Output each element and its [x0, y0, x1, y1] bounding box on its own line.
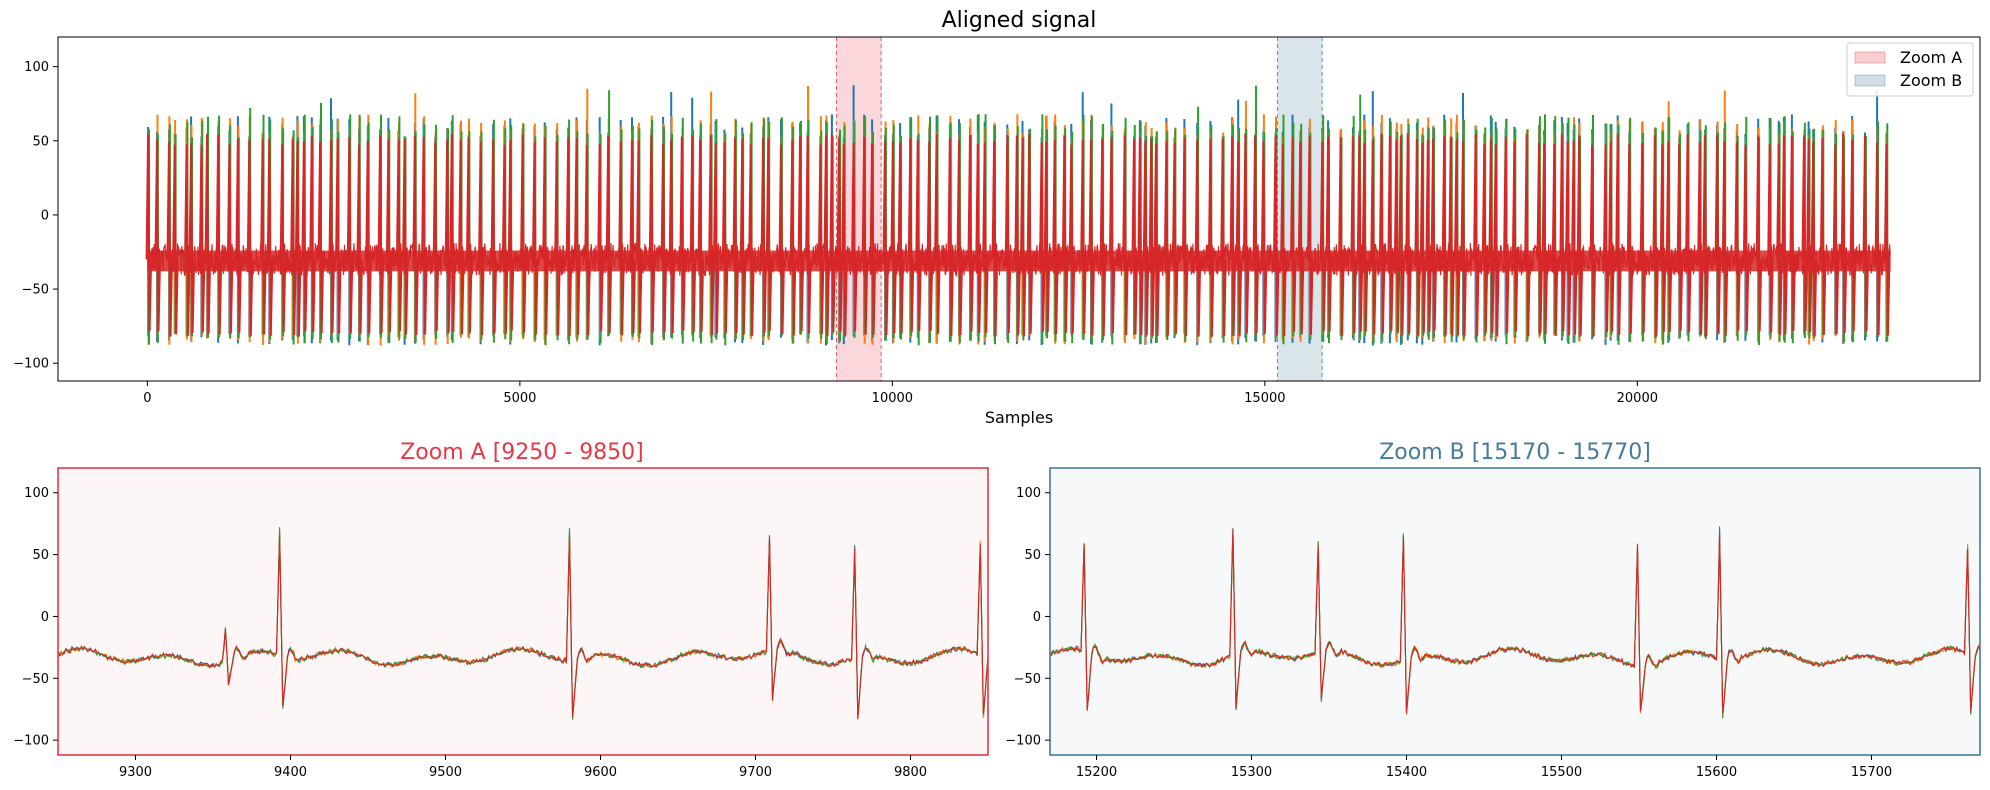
main-y-tick-label: −50 — [22, 283, 49, 298]
zoom-b-chart: Zoom B [15170 - 15770] 15200 15300 15400 15… — [1005, 440, 1981, 780]
legend-swatch-zoom-a — [1854, 51, 1886, 64]
main-x-tick-label: 5000 — [503, 391, 536, 406]
main-y-tick-label: 100 — [24, 60, 49, 75]
zoom-b-x-tick-label: 15700 — [1851, 765, 1892, 780]
main-y-tick-label: 0 — [41, 208, 49, 223]
zoom-a-series-4-line — [57, 536, 989, 719]
zoom-a-y-tick-label: 50 — [32, 548, 49, 563]
zoom-a-x-tick-label: 9300 — [119, 765, 152, 780]
zoom-b-x-ticks: 15200 15300 15400 15500 15600 15700 — [1076, 755, 1892, 780]
zoom-b-frame — [1049, 467, 1981, 756]
zoom-a-x-ticks: 9300 9400 9500 9600 9700 9800 — [119, 755, 927, 780]
main-chart: Aligned signal 0 5000 10000 15000 20000 −100… — [13, 8, 1981, 427]
zoom-a-y-tick-label: 100 — [24, 486, 49, 501]
zoom-a-background — [58, 468, 988, 755]
main-series-4-spikes — [145, 133, 1891, 337]
main-plot-frame — [57, 36, 1981, 382]
zoom-a-x-tick-label: 9500 — [429, 765, 462, 780]
zoom-b-x-tick-label: 15600 — [1696, 765, 1737, 780]
zoom-a-x-tick-label: 9800 — [894, 765, 927, 780]
legend-label-zoom-b: Zoom B — [1900, 71, 1962, 90]
zoom-a-y-ticks: −100 −50 0 50 100 — [13, 486, 58, 749]
main-legend: Zoom A Zoom B — [1846, 42, 1974, 97]
zoom-a-frame — [57, 467, 989, 756]
zoom-a-chart: Zoom A [9250 - 9850] 9300 9400 9500 9600 970… — [13, 440, 989, 780]
main-x-tick-label: 0 — [143, 391, 151, 406]
zoom-a-title: Zoom A [9250 - 9850] — [400, 440, 644, 465]
main-signal-band — [147, 250, 1891, 272]
zoom-b-y-tick-label: −100 — [1005, 734, 1041, 749]
zoom-b-background — [1050, 468, 1980, 755]
zoom-b-title: Zoom B [15170 - 15770] — [1379, 440, 1651, 465]
zoom-b-y-tick-label: 50 — [1024, 548, 1041, 563]
zoom-a-y-tick-label: −50 — [22, 672, 49, 687]
main-y-tick-label: 50 — [32, 134, 49, 149]
zoom-a-y-tick-label: 0 — [41, 610, 49, 625]
main-series-lines — [145, 85, 1891, 346]
zoom-b-series-lines — [1049, 526, 1981, 719]
main-x-ticks: 0 5000 10000 15000 20000 — [143, 381, 1658, 406]
main-chart-title: Aligned signal — [942, 8, 1097, 33]
main-x-axis-label: Samples — [985, 408, 1053, 427]
main-x-tick-label: 20000 — [1617, 391, 1658, 406]
main-y-ticks: −100 −50 0 50 100 — [13, 60, 58, 372]
zoom-a-x-tick-label: 9400 — [274, 765, 307, 780]
main-x-tick-label: 15000 — [1244, 391, 1285, 406]
zoom-b-y-tick-label: 100 — [1016, 486, 1041, 501]
zoom-a-x-tick-label: 9600 — [584, 765, 617, 780]
zoom-b-x-tick-label: 15500 — [1541, 765, 1582, 780]
zoom-b-x-tick-label: 15200 — [1076, 765, 1117, 780]
main-x-tick-label: 10000 — [872, 391, 913, 406]
zoom-b-series-4-line — [1049, 528, 1981, 714]
zoom-b-y-tick-label: −50 — [1014, 672, 1041, 687]
zoom-b-x-tick-label: 15300 — [1231, 765, 1272, 780]
legend-label-zoom-a: Zoom A — [1900, 48, 1962, 67]
zoom-b-y-tick-label: 0 — [1033, 610, 1041, 625]
main-y-tick-label: −100 — [13, 357, 49, 372]
zoom-a-series-lines — [57, 527, 989, 720]
zoom-b-y-ticks: −100 −50 0 50 100 — [1005, 486, 1050, 749]
legend-swatch-zoom-b — [1854, 74, 1886, 87]
zoom-a-y-tick-label: −100 — [13, 734, 49, 749]
zoom-a-x-tick-label: 9700 — [739, 765, 772, 780]
zoom-b-x-tick-label: 15400 — [1386, 765, 1427, 780]
